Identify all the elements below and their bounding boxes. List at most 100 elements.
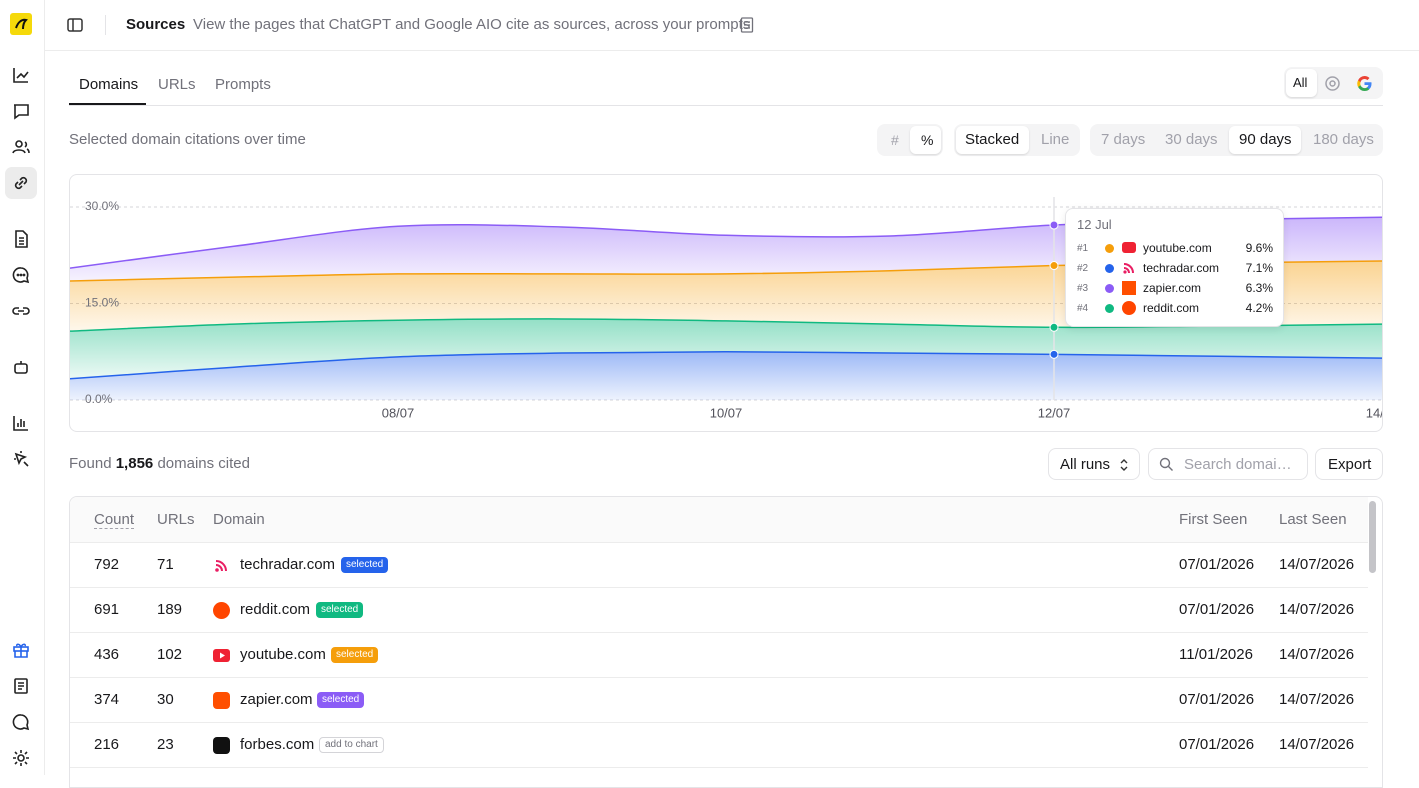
x-tick-label: 10/07 xyxy=(710,405,743,420)
x-tick-label: 14/07 xyxy=(1366,405,1383,420)
badge[interactable]: selected xyxy=(317,692,365,708)
runs-label: All runs xyxy=(1060,456,1111,473)
table-row[interactable]: 792 71 techradar.com selected 07/01/2026… xyxy=(70,542,1368,588)
unit-toggle: # % xyxy=(877,124,943,156)
column-header[interactable]: Domain xyxy=(213,511,265,528)
tab[interactable]: Prompts xyxy=(215,76,271,93)
favicon xyxy=(213,649,230,662)
toggle-option[interactable]: Stacked xyxy=(965,131,1020,148)
nav-icon[interactable] xyxy=(10,356,32,378)
urls: 102 xyxy=(157,646,183,663)
runs-select[interactable]: All runs xyxy=(1048,448,1140,480)
first-seen: 07/01/2026 xyxy=(1179,691,1255,708)
pill xyxy=(1286,69,1317,97)
nav-icon[interactable] xyxy=(10,448,32,470)
hover-dot xyxy=(1049,322,1059,332)
tooltip-favicon xyxy=(1122,281,1136,295)
nav-icon[interactable] xyxy=(10,412,32,434)
tabs-border xyxy=(69,105,1383,106)
table-row[interactable]: 374 30 zapier.com selected 07/01/2026 14… xyxy=(70,677,1368,723)
nav-icon[interactable] xyxy=(10,228,32,250)
table-row[interactable]: 216 23 forbes.com add to chart 07/01/202… xyxy=(70,722,1368,768)
pill xyxy=(1229,126,1301,154)
nav-icon[interactable] xyxy=(10,639,32,661)
search-box[interactable]: Search domains... xyxy=(1148,448,1308,480)
first-seen: 07/01/2026 xyxy=(1179,556,1255,573)
provider-all[interactable]: All xyxy=(1293,75,1308,90)
search-placeholder: Search domains... xyxy=(1184,456,1299,473)
tooltip-dot xyxy=(1105,284,1114,293)
toggle-option[interactable]: 90 days xyxy=(1239,131,1292,148)
toggle-option[interactable]: 180 days xyxy=(1313,131,1374,148)
hover-dot xyxy=(1049,220,1059,230)
column-header[interactable]: URLs xyxy=(157,511,195,528)
nav-icon[interactable] xyxy=(10,136,32,158)
table-row[interactable]: 691 189 reddit.com selected 07/01/2026 1… xyxy=(70,587,1368,633)
urls: 189 xyxy=(157,601,183,618)
area-line xyxy=(70,350,1382,380)
last-seen: 14/07/2026 xyxy=(1279,646,1355,663)
nav-icon[interactable] xyxy=(10,747,32,769)
tooltip-domain: techradar.com xyxy=(1143,261,1220,275)
export-button[interactable]: Export xyxy=(1315,448,1383,480)
header-border xyxy=(45,50,1419,51)
tab-underline xyxy=(69,103,146,105)
tooltip-value: 4.2% xyxy=(1245,301,1273,315)
table: Count URLs Domain First Seen Last Seen 7… xyxy=(69,496,1383,788)
domain: youtube.com xyxy=(240,646,326,663)
tooltip-favicon xyxy=(1123,263,1134,274)
nav-icon[interactable] xyxy=(10,300,32,322)
nav-icon[interactable] xyxy=(10,172,32,194)
tooltip-value: 7.1% xyxy=(1245,261,1273,275)
count: 691 xyxy=(94,601,120,618)
pill xyxy=(956,126,1029,154)
tooltip-dot xyxy=(1105,264,1114,273)
select-arrows xyxy=(1120,459,1128,471)
tooltip-domain: zapier.com xyxy=(1143,281,1202,295)
column-header[interactable]: Last Seen xyxy=(1279,511,1347,528)
google-icon[interactable] xyxy=(1356,75,1373,92)
logo[interactable] xyxy=(10,13,32,35)
tab[interactable]: Domains xyxy=(79,76,139,93)
column-header[interactable]: Count xyxy=(94,511,135,529)
nav-icon[interactable] xyxy=(10,100,32,122)
tooltip-title: 12 Jul xyxy=(1077,217,1112,232)
favicon xyxy=(213,737,230,754)
urls: 71 xyxy=(157,556,174,573)
tooltip-dot xyxy=(1105,244,1114,253)
header-divider xyxy=(105,15,106,35)
toggle-option[interactable]: 30 days xyxy=(1165,131,1218,148)
domain: forbes.com xyxy=(240,736,315,753)
hover-dot xyxy=(1049,349,1059,359)
nav-icon[interactable] xyxy=(10,264,32,286)
x-tick-label: 08/07 xyxy=(382,405,415,420)
hover-dot xyxy=(1049,261,1059,271)
table-row[interactable]: 436 102 youtube.com selected 11/01/2026 … xyxy=(70,632,1368,678)
tooltip-rank: #3 xyxy=(1077,283,1089,294)
badge[interactable]: selected xyxy=(316,602,364,618)
badge[interactable]: add to chart xyxy=(319,737,384,753)
nav-icon[interactable] xyxy=(10,711,32,733)
toggle-option[interactable]: 7 days xyxy=(1101,131,1146,148)
toggle-option[interactable]: % xyxy=(921,132,934,148)
nav-icon[interactable] xyxy=(10,64,32,86)
sidebar-toggle[interactable] xyxy=(64,14,86,36)
tooltip-dot xyxy=(1105,304,1114,313)
nav-icon[interactable] xyxy=(10,675,32,697)
tab[interactable]: URLs xyxy=(158,76,196,93)
toggle-option[interactable]: Line xyxy=(1041,131,1070,148)
domain: reddit.com xyxy=(240,601,311,618)
sidebar xyxy=(0,0,45,775)
table-row[interactable] xyxy=(70,767,1368,787)
badge[interactable]: selected xyxy=(341,557,389,573)
doc-icon[interactable] xyxy=(740,17,754,38)
results-prefix: Found xyxy=(69,455,112,472)
first-seen: 11/01/2026 xyxy=(1179,646,1253,663)
openai-icon[interactable] xyxy=(1324,75,1341,92)
badge[interactable]: selected xyxy=(331,647,379,663)
count: 792 xyxy=(94,556,120,573)
range-toggle: 7 days 30 days 90 days 180 days xyxy=(1090,124,1383,156)
column-header[interactable]: First Seen xyxy=(1179,511,1248,528)
toggle-option[interactable]: # xyxy=(891,132,899,148)
